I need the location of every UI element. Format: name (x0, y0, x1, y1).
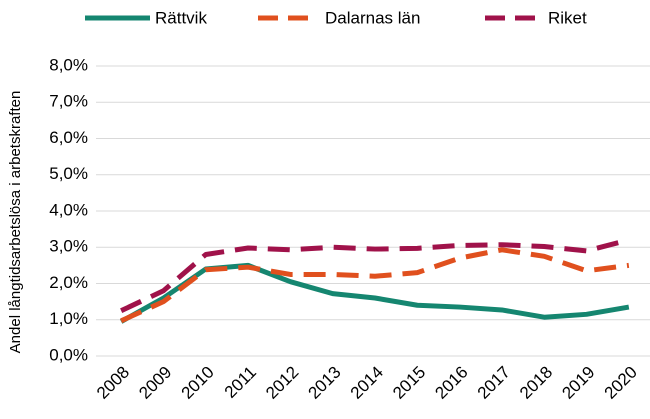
x-tick-label: 2019 (558, 363, 598, 403)
x-tick-label: 2008 (93, 363, 133, 403)
legend-label: Dalarnas län (325, 8, 420, 27)
x-tick-label: 2009 (135, 363, 175, 403)
y-tick-label: 1,0% (49, 309, 88, 328)
legend-label: Riket (548, 8, 587, 27)
x-tick-label: 2020 (601, 363, 641, 403)
x-tick-label: 2011 (221, 363, 260, 402)
x-tick-label: 2017 (474, 363, 514, 403)
x-tick-label: 2013 (305, 363, 345, 403)
y-tick-label: 6,0% (49, 128, 88, 147)
y-tick-label: 7,0% (49, 92, 88, 111)
y-tick-label: 2,0% (49, 273, 88, 292)
legend-label: Rättvik (155, 8, 207, 27)
series-line (120, 247, 630, 324)
y-tick-label: 5,0% (49, 164, 88, 183)
x-tick-label: 2015 (389, 363, 429, 403)
x-tick-label: 2010 (178, 363, 218, 403)
y-tick-label: 3,0% (49, 237, 88, 256)
y-axis-label: Andel långtidsarbetslösa i arbetskraften (7, 91, 24, 354)
x-tick-label: 2012 (262, 363, 302, 403)
y-tick-label: 0,0% (49, 345, 88, 364)
y-tick-label: 4,0% (49, 200, 88, 219)
x-tick-label: 2014 (347, 363, 387, 403)
y-tick-label: 8,0% (49, 55, 88, 74)
series-line (120, 237, 630, 313)
x-tick-label: 2018 (516, 363, 556, 403)
x-tick-label: 2016 (431, 363, 471, 403)
